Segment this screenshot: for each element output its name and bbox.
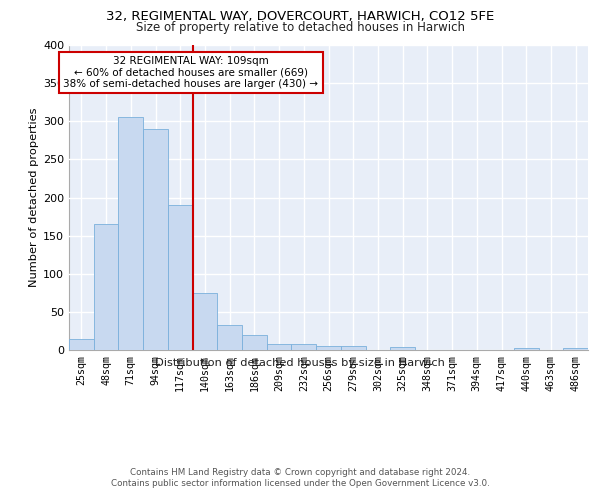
Bar bbox=[390, 347, 415, 350]
Y-axis label: Number of detached properties: Number of detached properties bbox=[29, 108, 39, 287]
Bar bbox=[292, 344, 316, 350]
Text: 32 REGIMENTAL WAY: 109sqm
← 60% of detached houses are smaller (669)
38% of semi: 32 REGIMENTAL WAY: 109sqm ← 60% of detac… bbox=[64, 56, 319, 89]
Bar bbox=[217, 325, 242, 350]
Bar bbox=[316, 346, 341, 350]
Bar bbox=[94, 224, 118, 350]
Bar bbox=[242, 335, 267, 350]
Bar bbox=[341, 346, 365, 350]
Bar bbox=[143, 129, 168, 350]
Text: 32, REGIMENTAL WAY, DOVERCOURT, HARWICH, CO12 5FE: 32, REGIMENTAL WAY, DOVERCOURT, HARWICH,… bbox=[106, 10, 494, 23]
Text: Contains HM Land Registry data © Crown copyright and database right 2024.
Contai: Contains HM Land Registry data © Crown c… bbox=[110, 468, 490, 487]
Bar bbox=[69, 338, 94, 350]
Bar bbox=[118, 118, 143, 350]
Text: Distribution of detached houses by size in Harwich: Distribution of detached houses by size … bbox=[155, 358, 445, 368]
Bar bbox=[267, 344, 292, 350]
Bar bbox=[563, 348, 588, 350]
Text: Size of property relative to detached houses in Harwich: Size of property relative to detached ho… bbox=[136, 22, 464, 35]
Bar bbox=[514, 348, 539, 350]
Bar bbox=[168, 205, 193, 350]
Bar bbox=[193, 293, 217, 350]
